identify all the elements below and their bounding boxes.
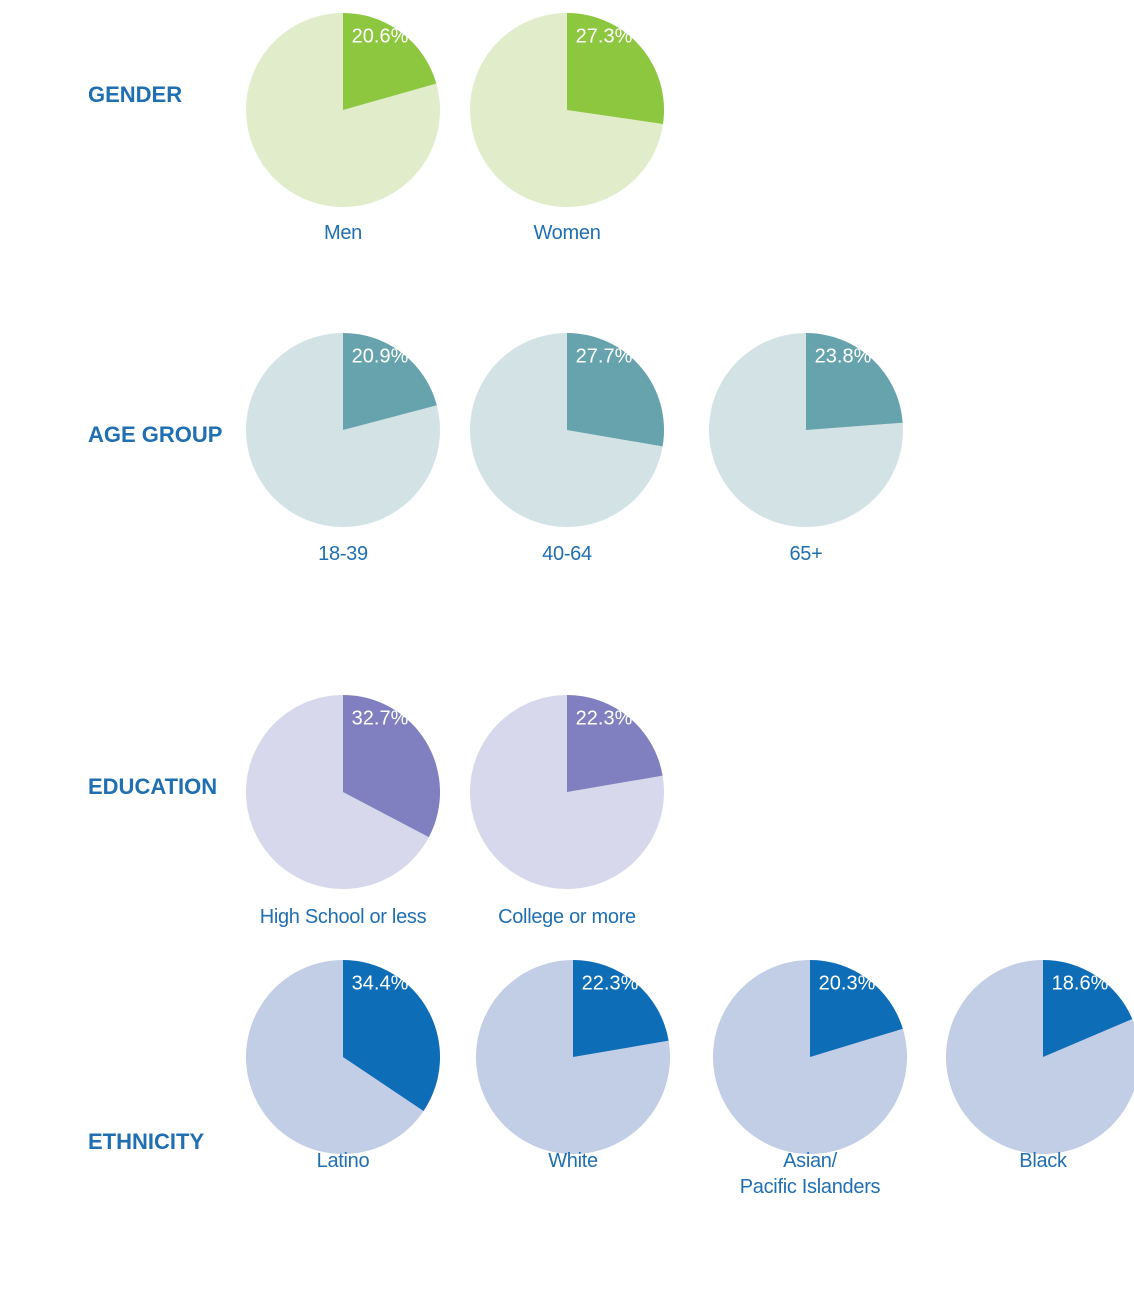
category-label: White: [548, 1150, 598, 1172]
section-title: EDUCATION: [88, 774, 218, 799]
value-label: 27.7%: [576, 345, 633, 367]
category-label: 18-39: [318, 543, 368, 565]
category-label: Black: [1019, 1150, 1067, 1172]
pie-slice: [1043, 960, 1133, 1057]
category-label: 40-64: [542, 543, 592, 565]
category-label: Asian/ Pacific Islanders: [739, 1150, 881, 1198]
pie-slice: [343, 13, 437, 110]
pie-slice: [567, 13, 665, 124]
pie-slice: [573, 960, 669, 1057]
value-label: 20.3%: [819, 972, 876, 994]
value-label: 20.6%: [352, 25, 409, 47]
pie-slice: [810, 960, 903, 1057]
value-label: 20.9%: [352, 345, 409, 367]
category-label: 65+: [789, 543, 823, 565]
pie-slice: [343, 960, 441, 1112]
section-title: GENDER: [88, 82, 183, 107]
category-label: College or more: [498, 906, 636, 928]
pie-slice: [343, 695, 441, 838]
value-label: 22.3%: [576, 707, 633, 729]
pie-slice: [567, 695, 663, 792]
value-label: 23.8%: [815, 345, 872, 367]
value-label: 18.6%: [1052, 972, 1109, 994]
pie-slice: [806, 333, 903, 430]
category-label: Women: [533, 222, 601, 244]
section-title: ETHNICITY: [88, 1129, 205, 1154]
category-label: Latino: [316, 1150, 370, 1172]
category-label: High School or less: [259, 906, 427, 928]
pie-slice: [567, 333, 664, 447]
value-label: 34.4%: [352, 972, 409, 994]
value-label: 32.7%: [352, 707, 409, 729]
value-label: 22.3%: [582, 972, 639, 994]
value-label: 27.3%: [576, 25, 633, 47]
section-title: AGE GROUP: [88, 422, 223, 447]
category-label: Men: [323, 222, 362, 244]
pie-slice: [343, 333, 437, 430]
